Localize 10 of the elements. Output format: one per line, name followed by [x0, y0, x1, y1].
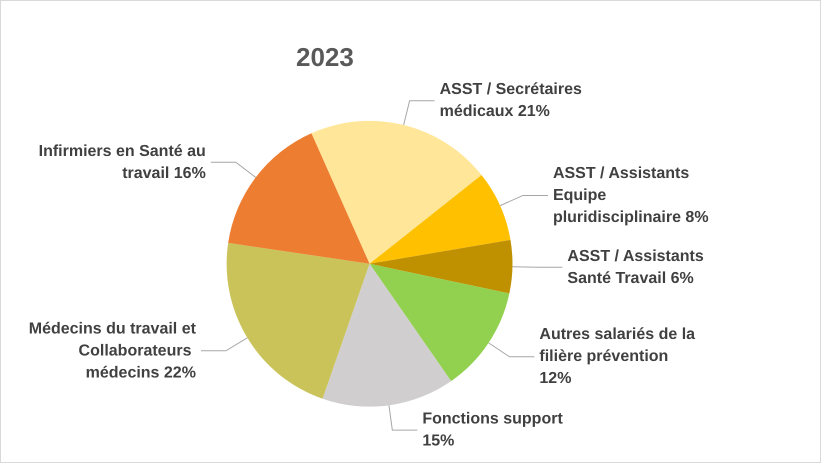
data-label: 12% — [539, 370, 572, 388]
slice-label: Fonctions support — [422, 410, 568, 428]
chart-title: 2023 — [296, 42, 354, 72]
slice-label: ASST / Assistants Equipe pluridisciplinaire 8% — [552, 164, 709, 226]
data-label: 15% — [422, 432, 454, 450]
slice-label: ASST / Assistants Santé Travail 6% — [567, 248, 708, 287]
slice-label: Autres salariés de la filière prévention — [539, 326, 700, 366]
slice-label: ASST / Secrétaires médicaux 21% — [440, 81, 586, 120]
slice-label: Infirmiers en Santé au travail 16% — [38, 142, 206, 182]
slice-label: Médecins du travail et Collaborateurs médecins 22% — [28, 320, 197, 382]
